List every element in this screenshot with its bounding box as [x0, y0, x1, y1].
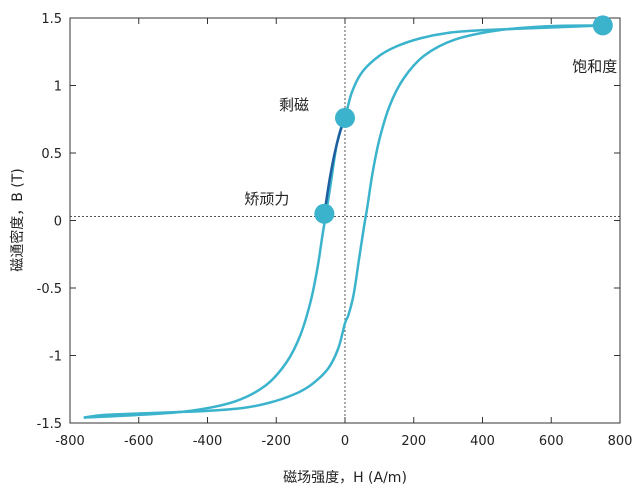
x-axis-ticks: -800 -600 -400 -200 0 200 400 600 800 [55, 18, 632, 449]
annotation-points [314, 15, 613, 224]
y-tick-label: -0.5 [37, 282, 62, 297]
descending-branch-line [83, 24, 607, 419]
y-axis-ticks: -1.5 -1 -0.5 0 0.5 1 1.5 [37, 12, 620, 432]
x-tick-label: -600 [124, 434, 154, 449]
x-tick-label: -400 [193, 434, 223, 449]
saturation-point [592, 15, 613, 36]
coercivity-label: 矫顽力 [244, 190, 289, 208]
remanence-label: 剩磁 [279, 96, 309, 114]
x-tick-label: 800 [608, 434, 633, 449]
remanence-coercivity-segment [323, 117, 347, 214]
saturation-label: 饱和度 [572, 57, 617, 75]
x-tick-label: 0 [341, 434, 349, 449]
x-tick-label: -200 [261, 434, 291, 449]
hysteresis-curves [83, 24, 607, 419]
y-tick-label: -1.5 [37, 417, 62, 432]
y-axis-title: 磁通密度，B (T) [9, 168, 26, 272]
x-tick-label: 200 [401, 434, 426, 449]
x-tick-label: 400 [470, 434, 495, 449]
y-tick-label: 0.5 [41, 147, 62, 162]
x-tick-label: -800 [55, 434, 85, 449]
remanence-point [335, 107, 355, 128]
x-tick-label: 600 [539, 434, 564, 449]
coercivity-point [314, 203, 335, 224]
x-axis-title: 磁场强度，H (A/m) [283, 470, 407, 486]
y-tick-label: 1.5 [41, 12, 62, 27]
y-tick-label: -1 [49, 350, 62, 365]
zero-reference-lines [70, 18, 620, 423]
y-tick-label: 1 [54, 80, 62, 95]
y-tick-label: 0 [54, 215, 62, 230]
